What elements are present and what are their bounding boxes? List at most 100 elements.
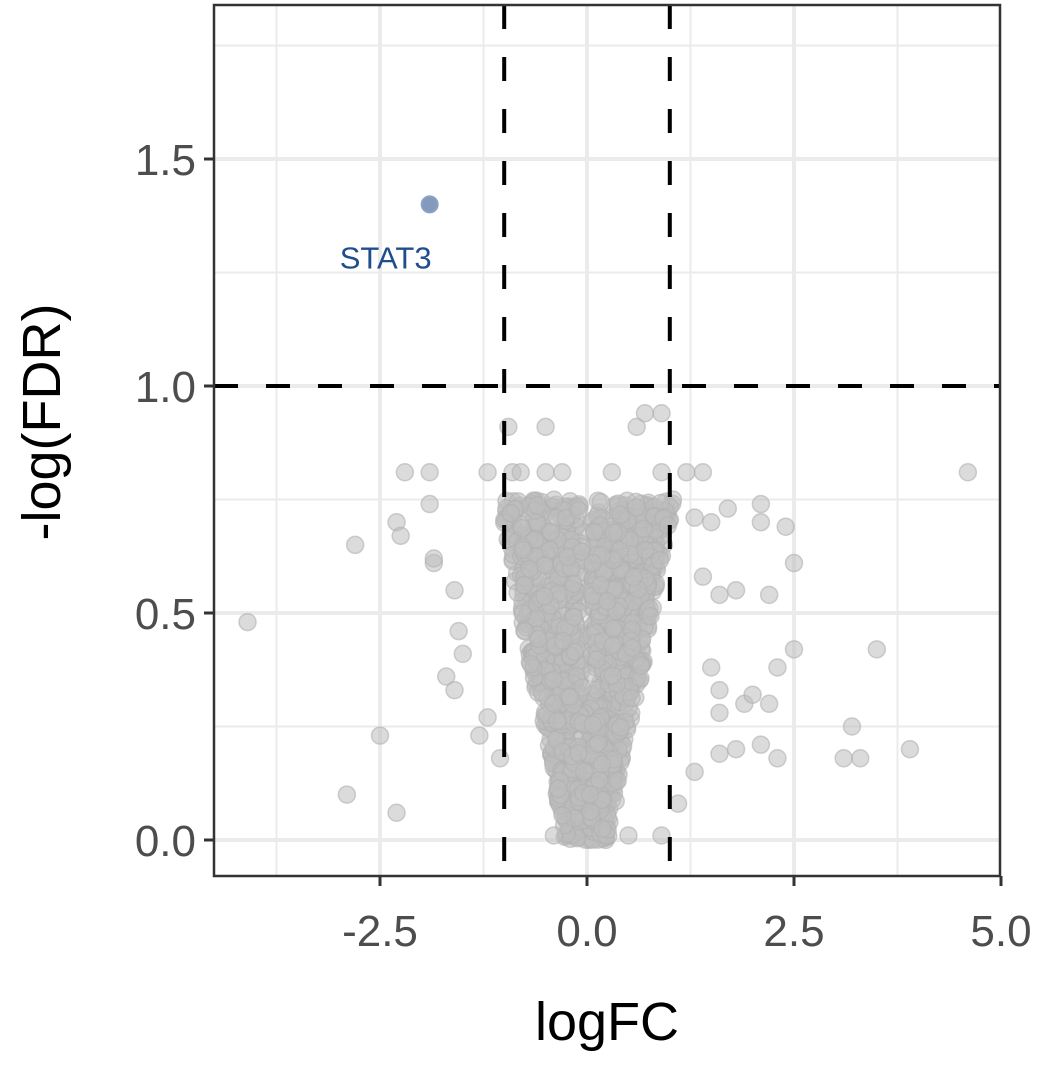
data-point <box>521 654 541 674</box>
data-point <box>608 771 627 791</box>
data-point <box>501 504 521 523</box>
data-point <box>652 463 671 482</box>
data-point <box>834 749 853 768</box>
y-tick-label: 1.0 <box>135 363 196 412</box>
data-point <box>536 463 555 482</box>
data-point <box>528 496 547 515</box>
stat3-point <box>420 195 439 214</box>
data-point <box>453 644 473 664</box>
data-point <box>337 785 357 804</box>
data-point <box>238 612 257 632</box>
data-point <box>513 540 533 560</box>
data-point <box>784 553 804 573</box>
data-point <box>520 559 539 579</box>
data-point <box>622 638 642 658</box>
data-point <box>768 749 787 768</box>
data-point <box>560 687 580 707</box>
data-point <box>512 518 532 538</box>
x-tick-label: 5.0 <box>970 907 1031 956</box>
data-point <box>547 711 567 731</box>
data-point <box>751 735 771 754</box>
data-point <box>624 567 643 587</box>
data-point <box>445 680 464 700</box>
data-point <box>564 607 584 627</box>
data-point <box>611 505 630 525</box>
data-point <box>710 680 729 700</box>
data-point <box>603 636 622 655</box>
y-tick-label: 1.5 <box>135 136 196 185</box>
data-point <box>668 794 688 813</box>
data-point <box>751 512 771 532</box>
data-point <box>345 535 365 555</box>
data-point <box>580 785 600 804</box>
data-point <box>528 629 548 649</box>
data-point <box>535 587 554 606</box>
x-axis-title: logFC <box>535 992 679 1052</box>
data-point <box>420 463 439 482</box>
data-point <box>677 463 696 482</box>
data-point <box>611 718 630 737</box>
data-point <box>635 403 655 423</box>
data-point <box>544 694 564 713</box>
data-point <box>768 658 787 677</box>
data-point <box>587 650 607 669</box>
data-point <box>572 542 591 561</box>
data-point <box>515 575 534 595</box>
data-point <box>387 803 406 823</box>
data-point <box>784 640 804 659</box>
data-point <box>710 585 729 605</box>
data-point <box>604 523 623 542</box>
data-point <box>693 463 713 482</box>
data-point <box>553 806 572 825</box>
data-point <box>395 463 415 482</box>
data-point <box>591 492 611 512</box>
data-point <box>540 540 560 560</box>
data-point <box>900 739 920 759</box>
x-tick-label: -2.5 <box>342 907 418 956</box>
data-point <box>478 463 497 482</box>
data-point <box>569 500 588 520</box>
data-point <box>541 522 561 542</box>
data-point <box>511 463 531 482</box>
data-point <box>565 642 585 661</box>
data-point <box>635 540 655 560</box>
data-point <box>536 417 555 437</box>
data-point <box>573 678 592 697</box>
data-point <box>693 567 713 586</box>
x-tick-label: 2.5 <box>763 907 824 956</box>
data-point <box>478 708 497 727</box>
data-point <box>627 417 646 437</box>
data-point <box>685 508 704 527</box>
data-point <box>701 658 721 677</box>
data-point <box>535 556 554 575</box>
data-point <box>592 819 612 838</box>
data-point <box>544 826 564 845</box>
data-point <box>552 463 572 482</box>
data-point <box>652 403 671 423</box>
data-point <box>424 549 444 568</box>
data-point <box>549 779 568 799</box>
data-point <box>569 743 588 763</box>
data-point <box>776 517 795 536</box>
data-point <box>631 656 650 676</box>
data-point <box>553 631 573 651</box>
data-point <box>958 463 978 482</box>
data-point <box>603 666 622 685</box>
data-point <box>710 703 729 723</box>
highlighted-gene: STAT3 <box>340 195 439 275</box>
data-point <box>641 606 660 626</box>
data-point <box>850 749 870 768</box>
y-tick-label: 0.5 <box>135 590 196 639</box>
data-point <box>685 762 704 782</box>
data-point <box>759 694 779 714</box>
data-point <box>449 621 468 641</box>
y-tick-label: 0.0 <box>135 817 196 866</box>
data-point <box>604 619 623 638</box>
data-point <box>420 494 439 514</box>
threshold-lines <box>214 5 1000 876</box>
data-point <box>759 585 779 605</box>
data-point <box>591 575 610 595</box>
data-point <box>652 826 671 845</box>
axes: -2.5 0.0 2.5 5.0 0.0 0.5 1.0 1.5 <box>135 136 1032 956</box>
data-point <box>867 640 887 659</box>
